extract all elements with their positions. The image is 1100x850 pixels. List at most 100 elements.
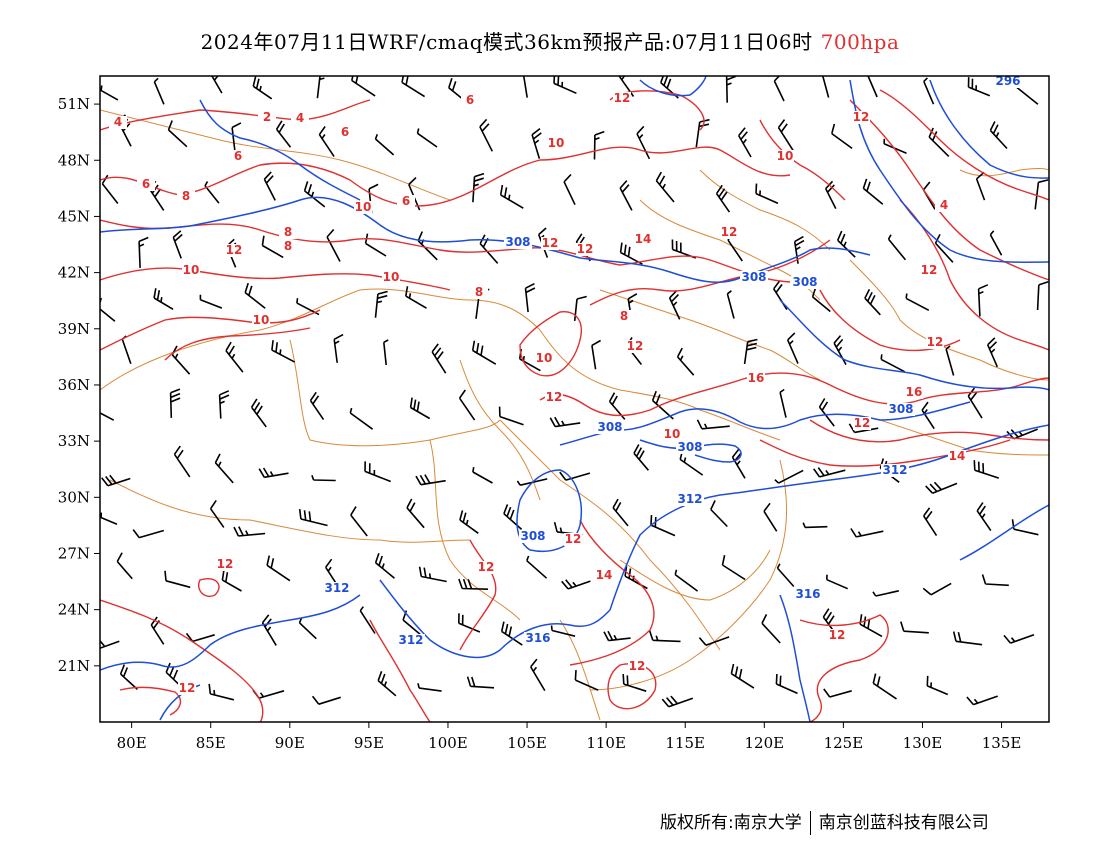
wind-barb [169,388,181,418]
height-contour [929,79,1049,179]
wind-barb [824,180,837,209]
wind-barb [872,673,897,700]
footer-left: 版权所有:南京大学 [660,813,802,833]
lon-tick-label: 125E [824,734,864,752]
wind-barb [822,608,839,638]
map-frame [99,75,1050,723]
wind-barb [479,234,499,264]
temperature-label: 6 [341,125,349,139]
height-contour [849,79,1049,263]
wind-barb [612,498,629,527]
temperature-label: 10 [355,200,372,214]
temperature-contour-layer [100,89,1049,722]
height-contour [779,299,1049,391]
wind-barb [214,453,234,484]
wind-barb [763,502,778,532]
temperature-label: 8 [620,309,628,323]
label-background [881,464,909,477]
wind-barb [655,171,675,203]
wind-barb [225,341,244,373]
wind-barb [165,662,187,693]
wind-barb [500,621,523,646]
label-background [279,226,297,239]
wind-barb [266,555,291,582]
temperature-contour [799,614,889,722]
label-background [595,569,613,582]
temperature-label: 12 [829,628,846,642]
wind-barb [730,663,755,689]
wind-barb [862,178,884,205]
wind-barb [275,120,292,148]
height-contour [100,594,361,671]
wind-barb [676,347,695,376]
wind-barb [1034,179,1049,210]
wind-barb [101,474,131,487]
wind-barb [831,123,853,150]
wind-barb [417,683,442,692]
wind-barb [244,282,266,309]
map-title: 2024年07月11日WRF/cmaq模式36km预报产品:07月11日06时 7… [0,26,1100,55]
height-label: 308 [505,235,530,249]
wind-barb [880,354,905,373]
label-background [178,682,196,695]
wind-barb [864,288,881,316]
wind-barb [574,670,599,691]
height-label: 316 [525,631,550,645]
wind-barb [695,118,710,148]
wind-barb [479,118,494,152]
footer-separator [809,811,811,835]
height-contour [609,424,1049,611]
wind-barb [472,466,493,484]
wind-barb [755,183,779,205]
wind-barb [526,555,548,579]
wind-barb [499,184,524,209]
label-background [676,441,704,454]
wind-barb [905,293,930,312]
label-background [137,178,155,191]
temperature-label: 12 [921,263,938,277]
wind-barb [743,338,758,365]
wind-barb [926,675,949,696]
label-background [740,271,768,284]
temperature-label: 12 [614,91,631,105]
temperature-label: 6 [234,149,242,163]
lat-tick-label: 33N [58,432,90,450]
wind-barb [100,407,115,421]
temperature-label: 8 [284,239,292,253]
wind-barb [100,85,119,101]
lat-tick-label: 24N [58,601,90,619]
temperature-label: 10 [536,351,553,365]
lon-tick-label: 115E [665,734,705,752]
label-background [852,111,870,124]
wind-barb [989,121,1008,150]
wind-barb [298,509,328,527]
wind-barb [318,126,335,158]
wind-barb [431,343,447,374]
height-label: 312 [398,633,423,647]
wind-barb [471,340,497,365]
axis-layer: 80E 85E 90E 95E 100E 105E 110E 115E 120E 125E 130E… [58,95,1022,752]
wind-barb [405,286,427,309]
wind-barb [721,555,746,581]
temperature-label: 4 [114,115,122,129]
temperature-label: 10 [253,313,270,327]
wind-barb [725,76,737,103]
temperature-label: 8 [475,285,483,299]
boundary-line [559,619,601,721]
wind-barb [298,617,317,640]
temperature-label: 10 [548,136,565,150]
label-background [791,276,819,289]
temperature-contour [369,619,431,722]
lon-tick-label: 85E [196,734,226,752]
wind-barb [349,407,374,430]
wind-barb [218,390,230,419]
temperature-label: 12 [629,659,646,673]
wind-barb [119,664,138,690]
boundary-line [429,439,521,621]
temperature-label: 6 [402,194,410,208]
wind-barb [573,295,587,321]
label-background [397,195,415,208]
wind-barb [698,636,730,646]
temperature-contour [809,419,1049,443]
